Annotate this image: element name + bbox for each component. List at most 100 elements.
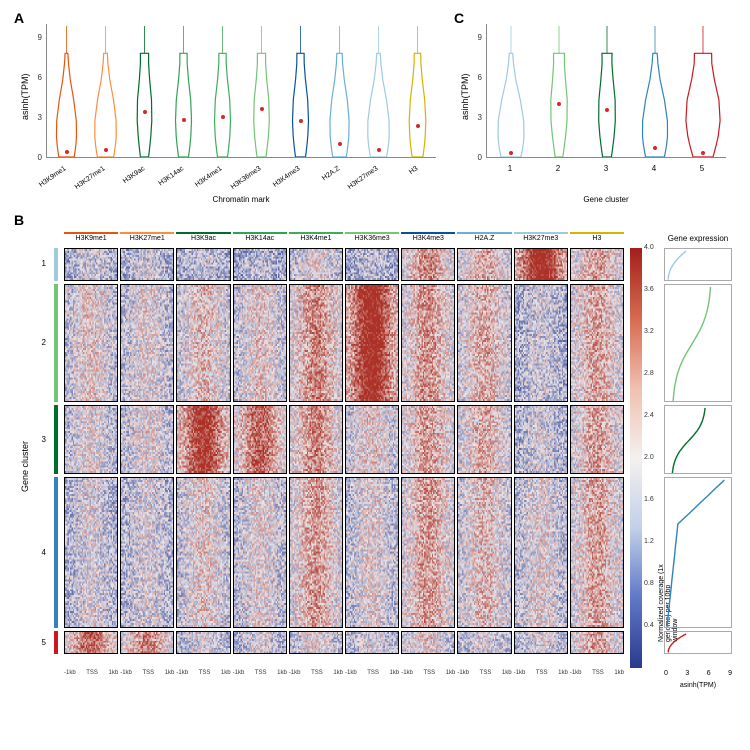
cluster-segment [54,405,58,474]
heatmap-xtick-cell: -1kbTSS1kb [64,670,118,694]
heatmap-mark-header: H3K27me3 [514,232,568,246]
heatmap-cell [233,477,287,628]
heatmap-cell [345,248,399,281]
heatmap-cell [345,631,399,653]
heatmap-cell [64,477,118,628]
heatmap-cell [120,248,174,281]
colorbar-tick: 2.4 [644,412,654,419]
heatmap-cell [514,248,568,281]
heatmap-cell [345,284,399,402]
panel-a-plot-area [46,24,436,158]
violin-median [557,102,561,106]
heatmap-xtick-cell: -1kbTSS1kb [289,670,343,694]
violin-xlabel: H3K9ac [121,164,147,185]
heatmap-cell [176,284,230,402]
heatmap-xtick-cell: -1kbTSS1kb [401,670,455,694]
violin-xlabel: 3 [594,164,618,173]
heatmap-row [64,477,624,628]
colorbar-tick: 4.0 [644,244,654,251]
violin-median [509,151,513,155]
cluster-label: 5 [30,638,46,647]
panel-c-xlabel: Gene cluster [486,195,726,204]
violin-median [701,151,705,155]
violin-median [104,148,108,152]
violin-xlabel: H2A.Z [321,164,343,182]
heatmap-cell [64,405,118,474]
heatmap-row [64,284,624,402]
gene-expression-cell [664,631,732,653]
violin-xlabel: 5 [690,164,714,173]
y-tick: 6 [28,73,42,82]
colorbar-tick: 0.8 [644,580,654,587]
expr-xtick: 6 [707,670,711,677]
heatmap-cell [233,248,287,281]
panel-c-label: C [454,10,464,26]
gene-expression-cell [664,248,732,281]
panel-b: B Gene cluster H3K9me1H3K27me1H3K9acH3K1… [10,212,740,702]
violin-xlabel: H3K4me1 [194,164,225,189]
violin-median [221,115,225,119]
heatmap-cell [233,405,287,474]
heatmap-cell [570,477,624,628]
panel-b-label: B [14,212,24,228]
heatmap-cell [345,477,399,628]
heatmap-cell [514,631,568,653]
gene-expression-cell [664,477,732,628]
heatmap-cell [401,631,455,653]
heatmap-xtick-cell: -1kbTSS1kb [345,670,399,694]
heatmap-cell [176,631,230,653]
violin-shape [254,53,270,157]
heatmap-xtick-cell: -1kbTSS1kb [176,670,230,694]
violin-median [65,150,69,154]
violin-xlabel: H3K27me3 [347,164,381,191]
heatmap-mark-header: H3K9me1 [64,232,118,246]
heatmap-cell [176,248,230,281]
colorbar-tick: 3.2 [644,328,654,335]
panel-c: C asinh(TPM) 12345 Gene cluster 0369 [450,10,730,200]
violin-shape [293,53,309,157]
violin-shape [498,53,524,157]
violin-median [182,118,186,122]
heatmap-mark-header: H3K27me1 [120,232,174,246]
cluster-segment [54,631,58,653]
heatmap-cell [289,477,343,628]
heatmap-mark-header: H3K36me3 [345,232,399,246]
heatmap-cell [570,248,624,281]
panel-c-plot-area [486,24,726,158]
cluster-label: 1 [30,259,46,268]
heatmap-xtick-cell: -1kbTSS1kb [120,670,174,694]
heatmap-cell [401,284,455,402]
y-tick: 0 [468,153,482,162]
gene-expression-column [664,248,732,668]
violin-xlabel: 1 [498,164,522,173]
heatmap-cell [289,284,343,402]
violin-shape [368,53,389,157]
heatmap-cell [289,405,343,474]
gene-expression-cell [664,405,732,474]
expr-title: Gene expression [664,234,732,243]
heatmap-mark-header: H2A.Z [457,232,511,246]
heatmap-row [64,631,624,653]
y-tick: 0 [28,153,42,162]
panel-a-xlabel: Chromatin mark [46,195,436,204]
heatmap-cell [289,248,343,281]
heatmap-cell [120,284,174,402]
heatmap-cell [457,631,511,653]
heatmap-mark-header: H3 [570,232,624,246]
heatmap-cell [120,405,174,474]
heatmap-cell [289,631,343,653]
violin-xlabel: H3 [408,164,421,176]
colorbar-tick: 2.8 [644,370,654,377]
panel-a-label: A [14,10,24,26]
gene-expression-cell [664,284,732,402]
heatmap-cell [514,284,568,402]
violin-median [338,142,342,146]
violin-shape [57,53,77,157]
cluster-segment [54,248,58,281]
violin-xlabel: 4 [642,164,666,173]
violin-shape [686,53,720,157]
heatmap-mark-header: H3K4me3 [401,232,455,246]
heatmap-xtick-cell: -1kbTSS1kb [457,670,511,694]
heatmap-cell [514,477,568,628]
violin-median [653,146,657,150]
